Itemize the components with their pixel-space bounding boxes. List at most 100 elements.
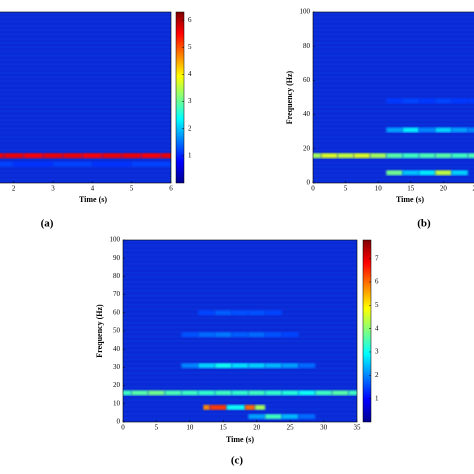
texture: [313, 41, 474, 44]
ridge-cell: [281, 414, 299, 420]
ridge-cell: [214, 390, 232, 396]
texture: [123, 331, 357, 333]
ridge-cell: [298, 414, 316, 420]
colorbar-tick-label: 4: [375, 324, 379, 332]
ridge-cell: [386, 153, 403, 159]
texture: [123, 353, 357, 356]
ridge-cell: [209, 404, 227, 410]
texture: [313, 71, 474, 74]
ridge-cell: [102, 153, 122, 159]
ridge-cell: [451, 153, 468, 159]
texture: [313, 20, 474, 23]
ridge-cell: [248, 414, 266, 420]
ridge-cell: [121, 153, 142, 159]
texture: [313, 106, 474, 109]
x-tick-label: 30: [320, 424, 328, 432]
texture: [123, 244, 357, 247]
texture: [0, 59, 171, 62]
plot: 0 5 10 15 20 25 30 350102030405060708090100Time…: [95, 236, 379, 467]
ridge-cell: [435, 170, 452, 176]
y-tick-label: 90: [113, 254, 121, 262]
ridge-cell: [181, 363, 199, 369]
ridge-cell: [203, 404, 210, 410]
texture: [0, 157, 171, 160]
texture: [123, 371, 357, 374]
texture: [123, 240, 357, 242]
texture: [313, 59, 474, 62]
ridge-cell: [198, 332, 215, 338]
texture: [313, 174, 474, 177]
ridge-cell: [402, 170, 419, 176]
ridge-cell: [255, 404, 266, 410]
y-tick-label: 40: [113, 345, 121, 353]
plot-area: [313, 12, 474, 181]
texture: [123, 381, 357, 384]
texture: [313, 178, 474, 181]
texture: [123, 326, 357, 329]
x-tick-label: 6: [169, 185, 173, 193]
ridge-cell: [418, 127, 436, 133]
ridge-cell: [131, 390, 149, 396]
texture: [0, 174, 171, 177]
colorbar-tick-label: 1: [188, 151, 192, 159]
texture: [0, 135, 171, 138]
ridge-cell: [451, 98, 468, 104]
y-tick-label: 60: [113, 308, 121, 316]
texture: [123, 399, 357, 402]
ridge-cell: [418, 153, 436, 159]
x-tick-label: 0: [311, 185, 315, 193]
ridge-cell: [198, 390, 215, 396]
texture: [0, 110, 171, 113]
texture: [123, 258, 357, 261]
texture: [123, 253, 357, 256]
x-tick-label: 10: [186, 424, 194, 432]
x-axis-label: Time (s): [79, 195, 107, 204]
ridge-cell: [402, 98, 419, 104]
texture: [0, 33, 171, 36]
ridge-cell: [313, 153, 322, 159]
texture: [123, 280, 357, 283]
texture: [313, 84, 474, 87]
ridge-cell: [435, 127, 452, 133]
texture: [313, 67, 474, 70]
ridge-cell: [231, 390, 249, 396]
texture: [313, 37, 474, 40]
ridge-cell: [386, 127, 403, 133]
colorbar-tick-label: 2: [375, 371, 379, 379]
texture: [313, 165, 474, 168]
x-tick-label: 4: [91, 185, 95, 193]
colorbar: [175, 11, 185, 184]
texture: [313, 110, 474, 113]
ridge-cell: [53, 161, 93, 167]
ridge-cell: [0, 153, 4, 159]
x-tick-label: 5: [130, 185, 134, 193]
ridge-cell: [370, 153, 387, 159]
y-tick-label: 20: [303, 144, 311, 152]
texture: [313, 63, 474, 66]
x-axis-label: Time (s): [226, 435, 254, 444]
ridge-cell: [386, 98, 403, 104]
ridge-cell: [298, 363, 316, 369]
texture: [313, 118, 474, 121]
texture: [123, 249, 357, 252]
x-tick-label: 3: [51, 185, 55, 193]
x-axis-label: Time (s): [396, 195, 424, 204]
ridge-cell: [315, 390, 332, 396]
colorbar-tick-label: 5: [188, 43, 192, 51]
texture: [123, 299, 357, 302]
texture: [123, 321, 357, 324]
x-tick-label: 20: [440, 185, 448, 193]
texture: [313, 131, 474, 134]
texture: [0, 67, 171, 70]
ridge-cell: [82, 153, 103, 159]
ridge-cell: [226, 404, 246, 410]
ridge-cell: [181, 332, 199, 338]
texture: [313, 50, 474, 53]
x-tick-label: 25: [473, 185, 474, 193]
texture: [313, 144, 474, 147]
ridge-cell: [402, 153, 419, 159]
texture: [0, 46, 171, 49]
ridge-cell: [281, 332, 299, 338]
texture: [0, 88, 171, 91]
panel-label: (b): [417, 218, 431, 230]
